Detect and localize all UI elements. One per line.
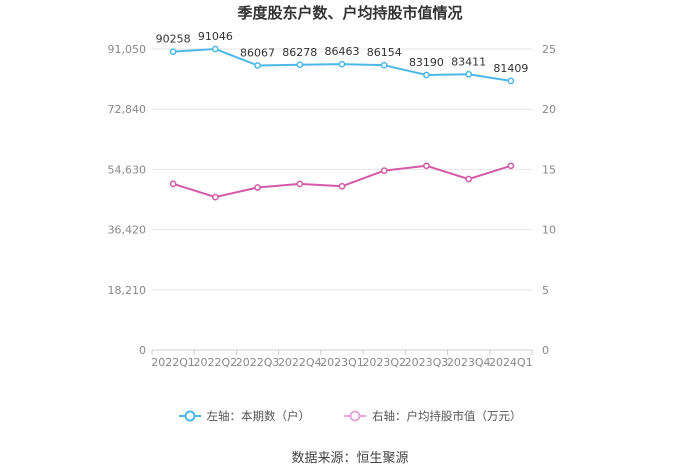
data-point xyxy=(296,61,304,69)
right-tick-label: 0 xyxy=(542,344,549,357)
left-tick-label: 18,210 xyxy=(108,284,147,297)
chart-title: 季度股东户数、户均持股市值情况 xyxy=(237,4,463,22)
data-label: 91046 xyxy=(198,30,233,43)
data-label: 86154 xyxy=(367,46,402,59)
data-label: 81409 xyxy=(493,62,528,75)
series-line-1 xyxy=(172,164,512,199)
right-tick-label: 15 xyxy=(542,163,556,176)
left-tick-label: 0 xyxy=(139,344,146,357)
data-point xyxy=(380,167,388,174)
data-label: 86463 xyxy=(325,45,360,58)
data-point xyxy=(338,60,346,68)
data-point xyxy=(254,62,261,69)
left-tick-label: 36,420 xyxy=(108,224,147,237)
x-tick-label: 2022Q2 xyxy=(194,356,238,369)
right-tick-label: 20 xyxy=(542,103,556,116)
legend-item-left[interactable]: 左轴：本期数（户） xyxy=(178,408,311,424)
legend-left-marker-icon xyxy=(178,410,201,422)
data-point xyxy=(423,71,430,79)
right-tick-label: 10 xyxy=(542,224,556,237)
data-source: 数据来源：恒生聚源 xyxy=(291,451,409,466)
data-point xyxy=(296,180,304,188)
data-point xyxy=(254,184,261,191)
data-point xyxy=(380,61,388,69)
data-point xyxy=(465,70,473,78)
right-tick-label: 5 xyxy=(542,284,549,297)
x-tick-label: 2022Q4 xyxy=(278,356,322,369)
data-label: 83411 xyxy=(451,55,486,68)
data-point xyxy=(338,182,346,190)
data-point xyxy=(465,175,473,183)
x-tick-label: 2022Q1 xyxy=(151,356,195,369)
left-tick-label: 91,050 xyxy=(108,43,147,56)
data-point xyxy=(211,193,219,201)
data-label: 83190 xyxy=(409,56,444,69)
legend-label-left: 左轴：本期数（户） xyxy=(206,409,311,423)
x-tick-label: 2023Q2 xyxy=(362,356,406,369)
data-point xyxy=(423,162,430,170)
data-label: 86067 xyxy=(240,46,275,59)
data-point xyxy=(211,45,219,53)
data-label: 90258 xyxy=(156,33,191,46)
data-label: 86278 xyxy=(282,46,317,59)
legend: 左轴：本期数（户） 右轴：户均持股市值（万元） xyxy=(0,408,700,424)
data-point xyxy=(169,48,177,55)
x-tick-label: 2023Q1 xyxy=(320,356,364,369)
legend-right-marker-icon xyxy=(344,410,366,422)
x-tick-label: 2023Q3 xyxy=(405,356,449,369)
legend-item-right[interactable]: 右轴：户均持股市值（万元） xyxy=(344,408,522,424)
x-tick-label: 2022Q3 xyxy=(236,356,280,369)
left-tick-label: 72,840 xyxy=(108,103,147,116)
data-point xyxy=(169,180,177,188)
legend-label-right: 右轴：户均持股市值（万元） xyxy=(372,409,522,423)
data-point xyxy=(507,77,515,85)
x-tick-label: 2023Q4 xyxy=(447,356,491,369)
right-tick-label: 25 xyxy=(542,43,556,56)
left-tick-label: 54,630 xyxy=(108,163,147,176)
data-point xyxy=(507,162,515,170)
x-tick-label: 2024Q1 xyxy=(489,356,533,369)
